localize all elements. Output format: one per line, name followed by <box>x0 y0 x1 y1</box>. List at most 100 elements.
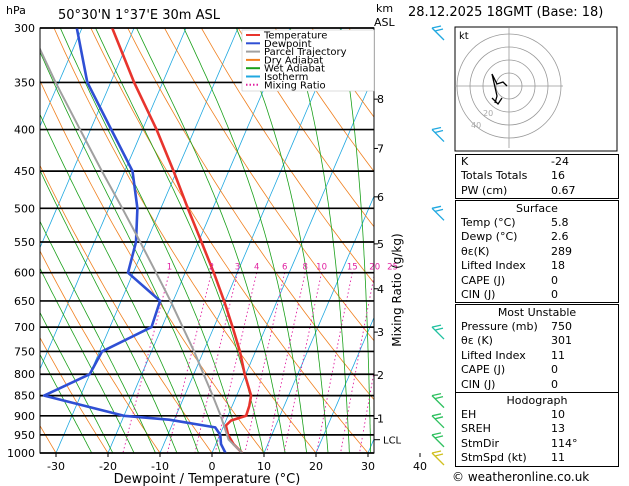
wind-barb-flag <box>431 392 442 397</box>
hodo-row: EH 10 <box>461 408 565 421</box>
isotherm-line <box>315 316 374 453</box>
mixing-ratio-axis-title: Mixing Ratio (g/kg) <box>390 233 404 346</box>
mixing-ratio-label: 1 <box>167 263 172 273</box>
mixing-ratio-line <box>214 272 258 453</box>
temperature-tick-label: -10 <box>151 460 169 473</box>
wind-barb <box>431 395 445 409</box>
legend-label: Parcel Trajectory <box>264 47 347 58</box>
series-dewpoint <box>42 28 227 453</box>
mixing-ratio-label: 3 <box>235 263 240 273</box>
hodograph-frame <box>454 26 618 152</box>
asl-label: ASL <box>374 16 396 29</box>
wet-adiabat-line <box>40 353 93 453</box>
dry-adiabat-line <box>274 28 374 173</box>
dry-adiabat-line <box>201 28 374 284</box>
surface-table: Surface Temp (°C) 5.8 Dewp (°C) 2.6 θε(K) 2… <box>455 200 619 304</box>
pressure-axis: 300 350 400 450 500 550 600 650 700 750 800 850 900 9… <box>7 22 35 460</box>
mixing-ratio-labels: 1 2 3 4 6 8 10 15 20 25 <box>167 263 398 273</box>
dry-adiabat-line <box>40 336 109 453</box>
wind-barb-flag <box>434 327 444 331</box>
mu-row: Lifted Index 11 <box>461 348 565 362</box>
hodograph-table: Hodograph EH 10 SREH 13 StmDir 114° StmSpd … <box>455 392 619 467</box>
mixing-ratio-label: 2 <box>209 263 214 273</box>
hodograph-table-title: Hodograph <box>506 394 568 407</box>
wind-barb-flag <box>434 396 444 400</box>
height-tick-label: 5 <box>377 238 384 251</box>
series-parcel-trajectory <box>40 46 243 453</box>
surface-row: Temp (°C) 5.8 <box>461 216 569 229</box>
isobars <box>40 27 374 454</box>
height-tick-label: 7 <box>377 142 384 155</box>
height-axis: 1 2 3 4 5 6 7 8 LCL <box>374 93 402 447</box>
height-tick-label: 8 <box>377 93 384 106</box>
wind-barb-flag <box>434 416 444 420</box>
index-row-k: K -24 <box>461 155 569 168</box>
surface-row: Lifted Index 18 <box>461 259 565 273</box>
pressure-tick-label: 750 <box>14 345 35 358</box>
surface-row: Dewp (°C) 2.6 <box>461 230 569 244</box>
surface-title: Surface <box>516 202 558 215</box>
temperature-tick-label: -20 <box>99 460 117 473</box>
wet-adiabat-line <box>289 28 350 453</box>
surface-row: θε(K) 289 <box>461 244 572 258</box>
dry-adiabat-line <box>53 28 317 453</box>
pressure-tick-label: 1000 <box>7 447 35 460</box>
wet-adiabat-line <box>136 28 286 453</box>
wind-barb <box>431 207 445 221</box>
temperature-tick-label: 10 <box>257 460 271 473</box>
wind-barb-flag <box>434 435 444 439</box>
hpa-label: hPa <box>6 4 26 17</box>
wind-barb-flag <box>431 450 442 454</box>
lcl-label: LCL <box>383 436 402 447</box>
temperature-tick-label: -30 <box>47 460 65 473</box>
wet-adiabat-line <box>40 220 156 453</box>
height-tick-label: 3 <box>377 326 384 339</box>
pressure-tick-label: 300 <box>14 22 35 35</box>
mu-row: CIN (J) 0 <box>461 377 558 391</box>
wet-adiabat-line <box>40 169 178 453</box>
isotherm-line <box>263 195 374 453</box>
wind-barb <box>431 415 445 429</box>
temperature-axis: -30 -20 -10 0 10 20 30 40 <box>47 453 427 473</box>
hodo-row: StmDir 114° <box>461 436 578 450</box>
pressure-tick-label: 650 <box>14 295 35 308</box>
wind-barb-flag <box>434 28 444 32</box>
km-label: km <box>376 2 393 15</box>
most-unstable-table: Most Unstable Pressure (mb) 750 θε (K) 301… <box>455 304 619 393</box>
pressure-tick-label: 900 <box>14 410 35 423</box>
dry-adiabat-line <box>127 28 374 401</box>
legend-label: Wet Adiabat <box>264 64 325 75</box>
mixing-ratio-label: 25 <box>387 263 398 273</box>
wet-adiabat-line <box>40 113 200 453</box>
wind-barb <box>431 27 445 41</box>
pressure-tick-label: 600 <box>14 267 35 280</box>
hodograph-unit: kt <box>459 31 469 42</box>
background-lines <box>0 28 422 470</box>
dry-adiabat-line <box>40 424 57 453</box>
datetime-title: 28.12.2025 18GMT (Base: 18) <box>408 5 604 20</box>
temperature-tick-label: 30 <box>361 460 375 473</box>
wet-adiabat-line <box>413 28 422 470</box>
wet-adiabat-line <box>40 267 135 453</box>
profiles <box>40 28 253 453</box>
index-row-totals: Totals Totals 16 <box>461 169 565 183</box>
mixing-ratio-label: 15 <box>347 263 358 273</box>
mixing-ratio-line <box>122 272 170 453</box>
wind-barb-flag <box>431 25 442 29</box>
height-tick-label: 1 <box>377 413 384 426</box>
wind-barb-flag <box>431 432 442 436</box>
legend-box <box>241 29 375 92</box>
location-title: 50°30'N 1°37'E 30m ASL <box>58 8 221 23</box>
copyright[interactable]: © weatheronline.co.uk <box>452 470 590 484</box>
wet-adiabat-line <box>95 28 264 453</box>
wind-barb-flag <box>434 208 444 212</box>
wind-barb <box>431 434 445 448</box>
legend-label: Dry Adiabat <box>264 55 323 66</box>
temperature-tick-label: 40 <box>413 460 427 473</box>
most-unstable-title: Most Unstable <box>497 306 577 319</box>
hodograph-arrow <box>491 97 503 106</box>
isotherm-line <box>0 28 30 470</box>
pressure-tick-label: 400 <box>14 124 35 137</box>
